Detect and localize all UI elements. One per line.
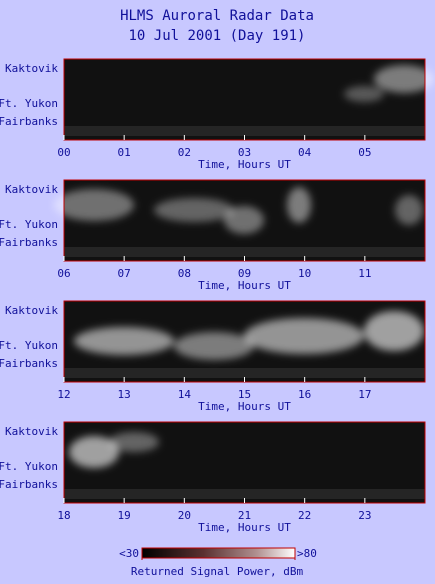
noise-band <box>64 489 425 499</box>
x-tick-label: 00 <box>57 146 70 159</box>
aurora-feature <box>287 187 311 223</box>
x-tick-label: 02 <box>178 146 191 159</box>
y-label: Fairbanks <box>0 236 58 249</box>
x-tick-label: 19 <box>118 509 131 522</box>
colorbar-tick-label: <30 <box>119 547 139 560</box>
y-label: Kaktovik <box>5 425 58 438</box>
y-label: Ft. Yukon <box>0 218 58 231</box>
x-tick-label: 09 <box>238 267 251 280</box>
aurora-feature <box>154 198 234 222</box>
y-label: Ft. Yukon <box>0 460 58 473</box>
x-tick-label: 12 <box>57 388 70 401</box>
aurora-feature <box>174 332 254 360</box>
noise-band <box>64 247 425 257</box>
x-axis-label: Time, Hours UT <box>198 279 291 292</box>
x-tick-label: 11 <box>358 267 371 280</box>
colorbar-tick-label: >80 <box>297 547 317 560</box>
x-tick-label: 03 <box>238 146 251 159</box>
x-tick-label: 15 <box>238 388 251 401</box>
y-label: Fairbanks <box>0 478 58 491</box>
colorbar <box>141 547 296 559</box>
x-axis-label: Time, Hours UT <box>198 158 291 171</box>
y-label: Kaktovik <box>5 62 58 75</box>
x-tick-label: 20 <box>178 509 191 522</box>
x-tick-label: 01 <box>118 146 131 159</box>
x-tick-label: 07 <box>118 267 131 280</box>
aurora-feature <box>395 195 423 225</box>
x-tick-label: 21 <box>238 509 251 522</box>
aurora-echo <box>69 432 159 468</box>
colorbar-label: Returned Signal Power, dBm <box>131 565 304 578</box>
y-label: Ft. Yukon <box>0 97 58 110</box>
aurora-feature <box>344 86 384 102</box>
noise-band <box>64 368 425 378</box>
x-tick-label: 23 <box>358 509 371 522</box>
x-tick-label: 13 <box>118 388 131 401</box>
aurora-feature <box>74 327 174 355</box>
x-tick-label: 16 <box>298 388 311 401</box>
x-tick-label: 22 <box>298 509 311 522</box>
x-axis-label: Time, Hours UT <box>198 400 291 413</box>
aurora-echo <box>344 65 434 102</box>
x-tick-label: 14 <box>178 388 192 401</box>
aurora-feature <box>364 311 424 351</box>
x-tick-label: 05 <box>358 146 371 159</box>
x-axis-label: Time, Hours UT <box>198 521 291 534</box>
x-tick-label: 06 <box>57 267 70 280</box>
noise-band <box>64 126 425 136</box>
aurora-feature <box>54 189 134 221</box>
x-tick-label: 18 <box>57 509 70 522</box>
aurora-echo <box>74 311 424 360</box>
x-tick-label: 17 <box>358 388 371 401</box>
aurora-feature <box>244 318 364 354</box>
y-label: Kaktovik <box>5 183 58 196</box>
x-tick-label: 04 <box>298 146 312 159</box>
aurora-echo <box>54 187 423 234</box>
x-tick-label: 08 <box>178 267 191 280</box>
x-tick-label: 10 <box>298 267 311 280</box>
chart-title: HLMS Auroral Radar Data <box>120 8 314 24</box>
chart-subtitle: 10 Jul 2001 (Day 191) <box>128 28 305 44</box>
y-label: Fairbanks <box>0 357 58 370</box>
y-label: Fairbanks <box>0 115 58 128</box>
aurora-feature <box>69 436 119 468</box>
y-label: Kaktovik <box>5 304 58 317</box>
y-label: Ft. Yukon <box>0 339 58 352</box>
aurora-feature <box>374 65 434 93</box>
aurora-feature <box>109 432 159 452</box>
aurora-feature <box>224 206 264 234</box>
